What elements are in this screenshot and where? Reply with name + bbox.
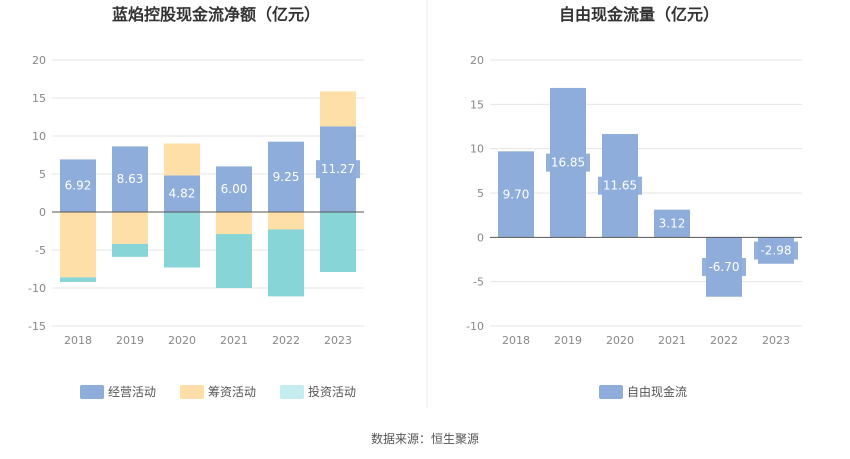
bar-投资活动-2018	[60, 277, 96, 282]
data-label: 8.63	[117, 172, 144, 186]
y-tick-label: 15	[470, 98, 484, 111]
data-label: 11.65	[603, 179, 637, 193]
x-tick-label: 2020	[606, 334, 634, 347]
y-tick-label: -15	[28, 320, 46, 333]
bar-筹资活动-2020	[164, 143, 200, 176]
data-label: 9.25	[273, 170, 300, 184]
data-label-bg	[654, 214, 690, 233]
data-label: 6.92	[65, 179, 92, 193]
y-tick-label: -10	[28, 282, 46, 295]
y-tick-label: -10	[466, 320, 484, 333]
bar-筹资活动-2021	[216, 212, 252, 235]
x-tick-label: 2018	[502, 334, 530, 347]
data-label-bg	[216, 180, 252, 199]
bar-投资活动-2021	[216, 234, 252, 288]
data-label: -2.98	[760, 244, 791, 258]
data-label: 11.27	[321, 162, 355, 176]
data-label-bg	[164, 184, 200, 203]
legend-label: 经营活动	[108, 385, 156, 399]
legend-swatch	[180, 385, 204, 399]
y-tick-label: 20	[470, 54, 484, 67]
legend-label: 自由现金流	[627, 384, 687, 399]
x-tick-label: 2020	[168, 334, 196, 347]
source-note: 数据来源：恒生聚源	[371, 431, 479, 446]
x-tick-label: 2019	[116, 334, 144, 347]
data-label: 6.00	[221, 182, 248, 196]
x-tick-label: 2022	[272, 334, 300, 347]
bar-筹资活动-2018	[60, 212, 96, 278]
y-tick-label: 20	[32, 54, 46, 67]
y-tick-label: 10	[32, 130, 46, 143]
legend-swatch	[599, 385, 623, 399]
chart-title-left: 蓝焰控股现金流净额（亿元）	[112, 5, 320, 24]
bar-筹资活动-2019	[112, 212, 148, 244]
y-tick-label: -5	[473, 276, 484, 289]
data-label-bg	[316, 160, 360, 179]
data-label: 9.70	[503, 187, 530, 201]
y-tick-label: 0	[39, 206, 46, 219]
data-label-bg	[702, 258, 746, 277]
data-label-bg	[498, 185, 534, 204]
bar-投资活动-2022	[268, 229, 304, 297]
data-label-bg	[598, 176, 642, 195]
data-label: -6.70	[708, 260, 739, 274]
legend-label: 投资活动	[308, 384, 356, 399]
x-tick-label: 2018	[64, 334, 92, 347]
data-label-bg	[60, 176, 96, 195]
data-label-bg	[546, 153, 590, 172]
chart-title-right: 自由现金流量（亿元）	[559, 5, 719, 24]
x-tick-label: 2023	[762, 334, 790, 347]
x-tick-label: 2022	[710, 334, 738, 347]
legend-swatch	[80, 385, 104, 399]
data-label: 16.85	[551, 156, 585, 170]
data-label: 4.82	[169, 187, 196, 201]
data-label-bg	[268, 167, 304, 186]
bar-筹资活动-2022	[268, 212, 304, 230]
data-label-bg	[112, 170, 148, 189]
bar-投资活动-2019	[112, 243, 148, 257]
data-label: 3.12	[659, 217, 686, 231]
x-tick-label: 2021	[220, 334, 248, 347]
y-tick-label: 5	[477, 187, 484, 200]
x-tick-label: 2021	[658, 334, 686, 347]
bar-筹资活动-2023	[320, 91, 356, 127]
y-tick-label: 10	[470, 143, 484, 156]
x-tick-label: 2023	[324, 334, 352, 347]
data-label-bg	[754, 241, 798, 260]
x-tick-label: 2019	[554, 334, 582, 347]
y-tick-label: 15	[32, 92, 46, 105]
y-tick-label: 0	[477, 231, 484, 244]
y-tick-label: -5	[35, 244, 46, 257]
bar-投资活动-2020	[164, 212, 200, 268]
bar-投资活动-2023	[320, 212, 356, 273]
legend-swatch	[280, 385, 304, 399]
legend-label: 筹资活动	[208, 385, 256, 399]
y-tick-label: 5	[39, 168, 46, 181]
